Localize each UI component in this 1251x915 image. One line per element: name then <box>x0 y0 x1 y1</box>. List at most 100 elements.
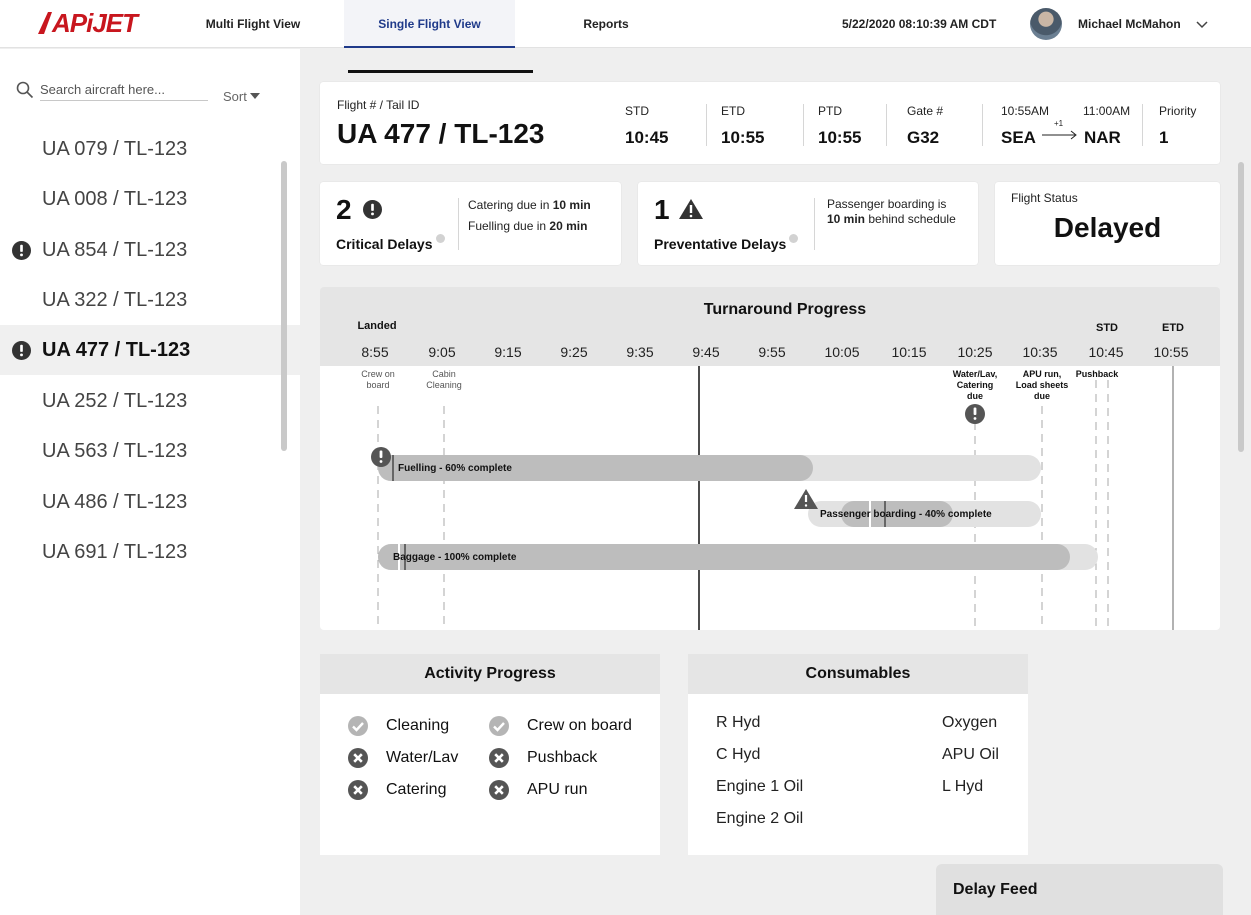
milestone-line-text: Catering <box>956 380 994 390</box>
x-circle-icon <box>348 748 368 768</box>
aircraft-item[interactable]: UA 691 / TL-123 <box>0 527 300 577</box>
divider <box>458 198 459 250</box>
milestone-line-text: Cabin <box>432 369 456 379</box>
activity-label: Cleaning <box>386 717 450 734</box>
milestone-line-text: Load sheets <box>1015 380 1069 390</box>
critical-delays-card[interactable]: 2 Critical Delays Catering due in 10 min… <box>320 182 621 265</box>
fuelling-alert-icon <box>371 447 391 467</box>
aircraft-item[interactable]: UA 252 / TL-123 <box>0 376 300 426</box>
milestone-line-text: Water/Lav, <box>952 369 998 379</box>
tab-reports[interactable]: Reports <box>583 17 629 31</box>
time-tick: 9:15 <box>494 344 522 360</box>
divider <box>803 104 804 146</box>
activity-label: Water/Lav <box>386 749 459 766</box>
divider <box>1142 104 1143 146</box>
turnaround-lines <box>371 366 1174 630</box>
consumables-panel: R Hyd Oxygen C Hyd APU Oil Engine 1 Oil … <box>688 694 1028 855</box>
priority-label: Priority <box>1159 104 1197 118</box>
boarding-behind-text: behind schedule <box>865 212 956 226</box>
milestone-apu-load-sheets: APU run, Load sheets due <box>1012 369 1072 402</box>
baggage-bar-label[interactable]: Baggage - 100% complete <box>393 552 517 563</box>
consumable-item: Engine 1 Oil <box>716 778 804 795</box>
fuelling-bar-label[interactable]: Fuelling - 60% complete <box>398 463 512 474</box>
turnaround-chart: Crew on board Cabin Cleaning Water/Lav, Cat… <box>320 366 1220 630</box>
chevron-down-icon[interactable] <box>1195 17 1209 31</box>
apijet-logo[interactable]: APiJET <box>36 8 138 38</box>
milestone-line-text: due <box>1033 391 1050 401</box>
critical-delays-title-text: Critical Delays <box>336 236 433 252</box>
std-label: STD <box>625 104 649 118</box>
time-tick: 10:55 <box>1153 344 1189 360</box>
etd-tag: ETD <box>1162 322 1184 334</box>
main-scrollbar[interactable] <box>1238 162 1244 452</box>
tab-single-flight-view[interactable]: Single Flight View <box>344 0 515 48</box>
aircraft-item[interactable]: UA 079 / TL-123 <box>0 124 300 174</box>
info-icon[interactable] <box>789 234 799 243</box>
activity-item: Pushback <box>489 747 597 769</box>
check-circle-icon <box>348 716 368 736</box>
sort-label: Sort <box>223 89 247 104</box>
aircraft-item[interactable]: UA 322 / TL-123 <box>0 275 300 325</box>
alert-circle-icon <box>12 341 31 360</box>
aircraft-label: UA 563 / TL-123 <box>42 440 188 462</box>
std-tag: STD <box>1096 322 1118 334</box>
search-icon <box>16 81 34 99</box>
gate-value: G32 <box>907 128 940 147</box>
gate-label: Gate # <box>907 104 944 118</box>
info-icon[interactable] <box>435 234 445 243</box>
delay-feed-panel[interactable]: Delay Feed <box>936 864 1223 915</box>
time-tick: 9:35 <box>626 344 654 360</box>
std-value: 10:45 <box>625 128 669 147</box>
warning-triangle-icon <box>679 199 703 219</box>
sort-button[interactable]: Sort <box>223 89 260 104</box>
fuelling-minutes: 20 min <box>549 219 588 233</box>
boarding-warning-icon <box>794 489 818 509</box>
turnaround-title: Turnaround Progress <box>703 301 867 318</box>
aircraft-item[interactable]: UA 486 / TL-123 <box>0 477 300 527</box>
aircraft-item[interactable]: UA 854 / TL-123 <box>0 225 300 275</box>
aircraft-label: UA 477 / TL-123 <box>42 339 191 361</box>
catering-text: Catering due in <box>468 198 553 212</box>
boarding-minutes: 10 min <box>827 212 866 226</box>
tab-multi-flight-view[interactable]: Multi Flight View <box>205 17 301 31</box>
current-datetime: 5/22/2020 08:10:39 AM CDT <box>842 17 997 31</box>
flight-status-value: Delayed <box>1053 212 1162 243</box>
sidebar-scrollbar[interactable] <box>281 161 287 451</box>
fuelling-bar-progress <box>378 455 813 481</box>
time-tick: 9:25 <box>560 344 588 360</box>
time-tick: 10:25 <box>957 344 993 360</box>
alert-circle-icon <box>363 200 382 219</box>
day-offset: +1 <box>1054 119 1064 128</box>
aircraft-label: UA 079 / TL-123 <box>42 138 188 160</box>
milestone-cabin-cleaning: Cabin Cleaning <box>414 369 474 391</box>
divider <box>886 104 887 146</box>
time-tick: 8:55 <box>361 344 389 360</box>
aircraft-label: UA 854 / TL-123 <box>42 239 188 261</box>
activity-item: Cleaning <box>348 715 449 737</box>
flight-id-label: Flight # / Tail ID <box>337 98 420 112</box>
avatar[interactable] <box>1030 8 1062 40</box>
flight-status-card: Flight Status Delayed <box>995 182 1220 265</box>
aircraft-item[interactable]: UA 008 / TL-123 <box>0 174 300 224</box>
boarding-bar-label[interactable]: Passenger boarding - 40% complete <box>820 509 992 520</box>
landed-label: Landed <box>357 320 397 332</box>
critical-delays-count: 2 <box>336 194 352 225</box>
user-name[interactable]: Michael McMahon <box>1078 17 1181 31</box>
aircraft-item-selected[interactable]: UA 477 / TL-123 <box>0 325 300 375</box>
activity-item: Water/Lav <box>348 747 458 769</box>
aircraft-item[interactable]: UA 563 / TL-123 <box>0 426 300 476</box>
activity-progress-header: Activity Progress <box>320 654 660 694</box>
check-circle-icon <box>489 716 509 736</box>
time-tick: 10:15 <box>891 344 927 360</box>
priority-value: 1 <box>1159 128 1169 147</box>
milestone-line-text: Cleaning <box>426 380 462 390</box>
search-input[interactable] <box>40 82 208 101</box>
preventative-delays-card[interactable]: 1 Preventative Delays Passenger boarding… <box>638 182 978 265</box>
delay-feed-title: Delay Feed <box>953 881 1038 898</box>
time-tick: 10:45 <box>1088 344 1124 360</box>
activity-label: Catering <box>386 781 447 798</box>
divider <box>814 198 815 250</box>
catering-minutes: 10 min <box>552 198 591 212</box>
arrival-time: 11:00AM <box>1083 104 1131 118</box>
caret-down-icon <box>249 93 260 99</box>
